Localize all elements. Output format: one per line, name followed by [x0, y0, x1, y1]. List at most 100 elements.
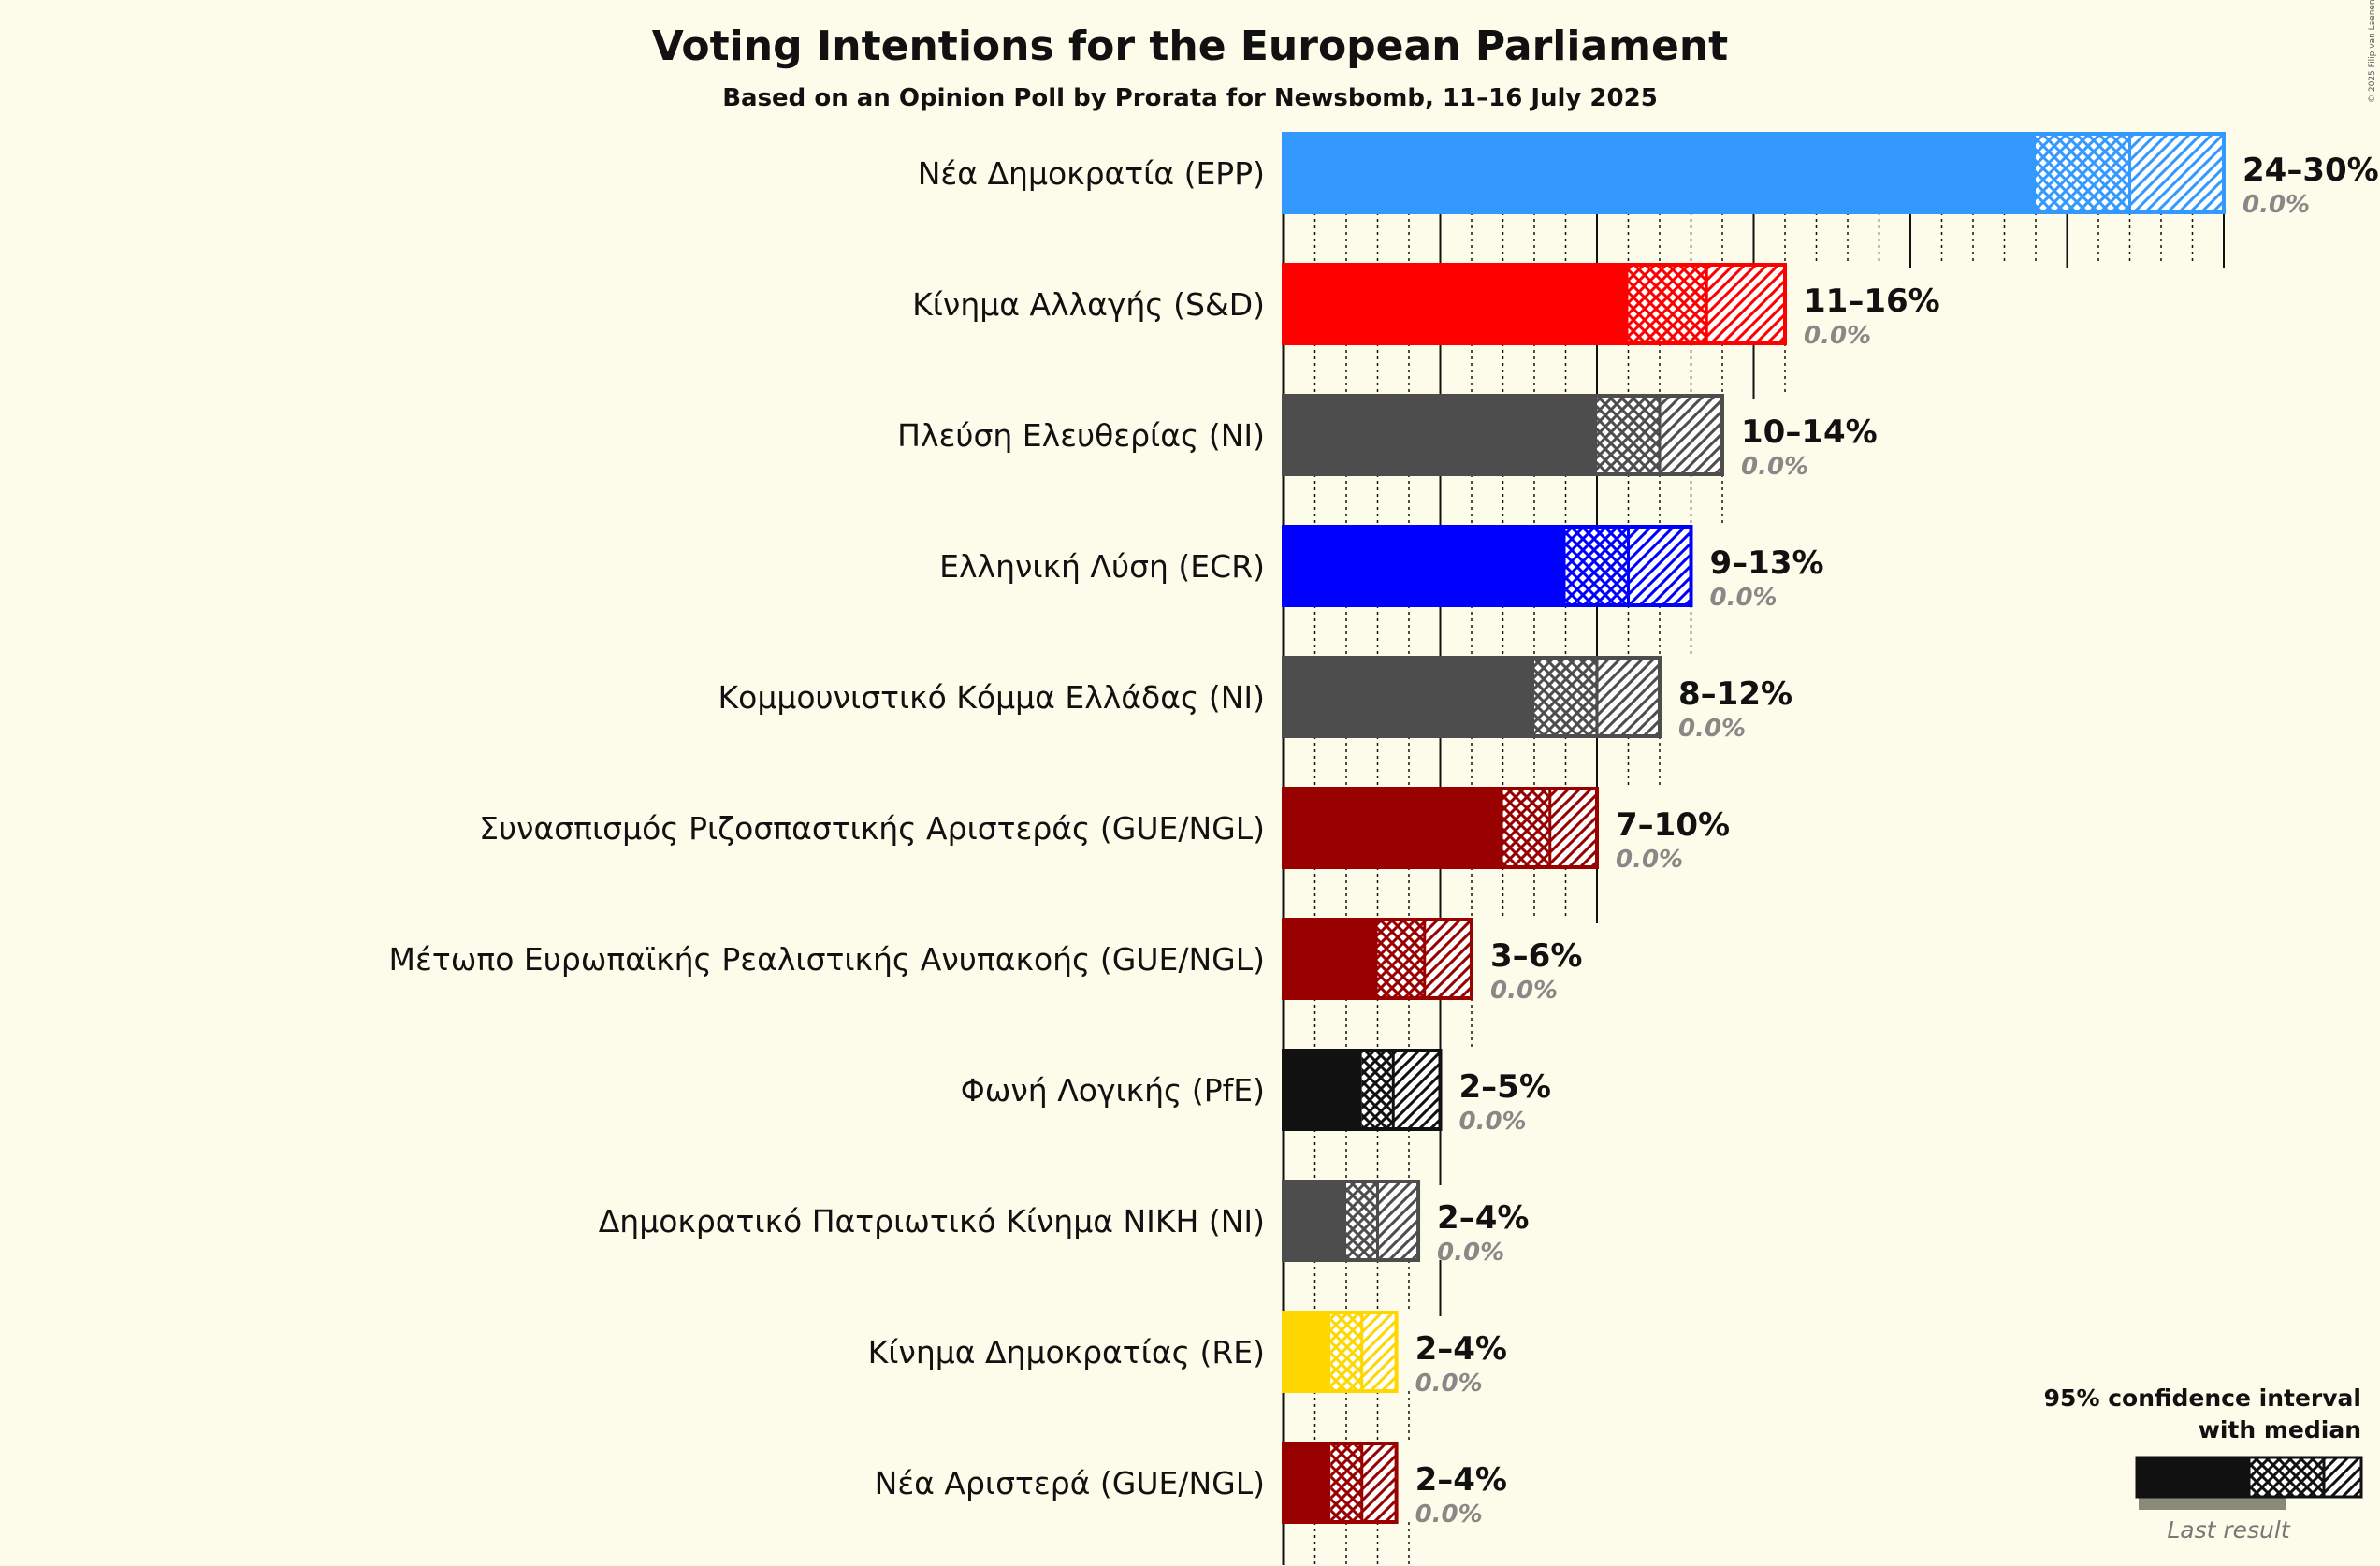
bar-ci-upper [1393, 1051, 1441, 1129]
bar-solid [1284, 265, 1629, 343]
party-row: Δημοκρατικό Πατριωτικό Κίνημα ΝΙΚΗ (NI) 2… [599, 1180, 1529, 1267]
last-result-label: 0.0% [1678, 715, 1746, 743]
bar-solid [1284, 1443, 1331, 1522]
party-label: Κίνημα Δημοκρατίας (RE) [868, 1334, 1265, 1370]
row-gridlines [1313, 1391, 1410, 1440]
last-result-label: 0.0% [1741, 453, 1808, 481]
bar-ci-lower [1628, 265, 1707, 343]
party-label: Συνασπισμός Ριζοσπαστικής Αριστεράς (GUE… [479, 810, 1265, 847]
party-label: Φωνή Λογικής (PfE) [961, 1072, 1265, 1109]
bar-ci-upper [1361, 1443, 1397, 1522]
last-result-label: 0.0% [1616, 846, 1683, 874]
bar-ci-lower [1361, 1051, 1394, 1129]
bar-solid [1284, 1051, 1362, 1129]
bars: Νέα Δημοκρατία (EPP) 24–30%0.0%Κίνημα Αλλ… [389, 132, 2379, 1529]
party-row: Φωνή Λογικής (PfE) 2–5%0.0% [961, 1049, 1551, 1136]
bar-outline [1282, 1311, 1399, 1393]
bar-outline [1282, 263, 1787, 345]
party-row: Κομμουνιστικό Κόμμα Ελλάδας (NI) 8–12%0.0… [718, 656, 1792, 743]
range-label: 3–6% [1490, 937, 1582, 975]
legend-title-line1: 95% confidence interval [2044, 1385, 2361, 1412]
bar-ci-lower [1377, 920, 1425, 998]
bar-ci-lower [1565, 527, 1629, 605]
bar-ci-upper [1628, 527, 1691, 605]
bar-ci-lower [1330, 1312, 1362, 1391]
range-label: 7–10% [1616, 806, 1730, 844]
bar-solid [1284, 1312, 1331, 1391]
bar-solid [1284, 396, 1597, 474]
range-label: 11–16% [1804, 283, 1940, 320]
bar-ci-upper [1706, 265, 1785, 343]
bar-ci-lower [2036, 134, 2130, 212]
copyright-text: © 2025 Filip van Laenen [2368, 0, 2377, 103]
bar-ci-upper [1424, 920, 1472, 998]
bar-outline [1282, 656, 1662, 738]
party-row: Κίνημα Δημοκρατίας (RE) 2–4%0.0% [868, 1311, 1507, 1398]
row-gridlines [1313, 998, 1473, 1054]
last-result-label: 0.0% [1459, 1108, 1527, 1136]
chart-subtitle: Based on an Opinion Poll by Prorata for … [722, 84, 1658, 112]
party-row: Συνασπισμός Ριζοσπαστικής Αριστεράς (GUE… [479, 787, 1730, 874]
party-label: Πλεύση Ελευθερίας (NI) [897, 417, 1265, 454]
bar-ci-lower [1534, 658, 1597, 736]
party-row: Μέτωπο Ευρωπαϊκής Ρεαλιστικής Ανυπακοής … [389, 918, 1582, 1005]
party-row: Νέα Αριστερά (GUE/NGL) 2–4%0.0% [875, 1442, 1507, 1529]
last-result-label: 0.0% [1490, 977, 1558, 1005]
range-label: 2–4% [1415, 1461, 1507, 1499]
party-label: Δημοκρατικό Πατριωτικό Κίνημα ΝΙΚΗ (NI) [599, 1203, 1265, 1240]
range-label: 2–4% [1415, 1330, 1507, 1368]
range-label: 10–14% [1741, 413, 1878, 451]
bar-solid [1284, 1182, 1346, 1260]
bar-outline [1282, 525, 1693, 607]
range-label: 8–12% [1678, 675, 1792, 713]
legend-title-line2: with median [2199, 1416, 2361, 1443]
legend-outline [2135, 1456, 2363, 1499]
row-gridlines [1313, 867, 1598, 923]
row-gridlines [1313, 605, 1692, 661]
bar-outline [1282, 394, 1724, 476]
range-label: 24–30% [2242, 152, 2379, 189]
party-label: Κομμουνιστικό Κόμμα Ελλάδας (NI) [718, 679, 1265, 716]
last-result-label: 0.0% [1804, 322, 1871, 350]
row-gridlines [1313, 212, 2225, 268]
legend-last-result-label: Last result [2167, 1516, 2290, 1544]
party-label: Μέτωπο Ευρωπαϊκής Ρεαλιστικής Ανυπακοής … [389, 941, 1265, 978]
bar-ci-upper [1597, 658, 1660, 736]
row-gridlines [1313, 343, 1786, 399]
bar-ci-upper [1660, 396, 1722, 474]
last-result-label: 0.0% [1415, 1370, 1483, 1398]
bar-solid [1284, 134, 2036, 212]
bar-outline [1282, 132, 2226, 214]
bar-solid [1284, 527, 1566, 605]
bar-outline [1282, 1049, 1443, 1131]
range-label: 2–4% [1437, 1199, 1529, 1237]
party-label: Νέα Αριστερά (GUE/NGL) [875, 1465, 1265, 1501]
last-result-label: 0.0% [2242, 191, 2310, 219]
party-label: Νέα Δημοκρατία (EPP) [918, 155, 1265, 192]
row-gridlines [1313, 736, 1661, 792]
legend-cross-swatch [2247, 1456, 2326, 1499]
party-label: Ελληνική Λύση (ECR) [939, 548, 1265, 585]
legend-hatch-swatch [2322, 1456, 2363, 1499]
party-row: Νέα Δημοκρατία (EPP) 24–30%0.0% [918, 132, 2379, 219]
legend: 95% confidence interval with median Last… [2044, 1385, 2363, 1544]
bar-outline [1282, 1180, 1421, 1262]
bar-outline [1282, 918, 1473, 1000]
bar-outline [1282, 787, 1599, 869]
last-result-label: 0.0% [1415, 1501, 1483, 1529]
bar-solid [1284, 789, 1503, 867]
bar-ci-upper [1361, 1312, 1397, 1391]
party-row: Πλεύση Ελευθερίας (NI) 10–14%0.0% [897, 394, 1878, 481]
bar-ci-upper [1377, 1182, 1419, 1260]
bar-ci-lower [1330, 1443, 1362, 1522]
bar-solid [1284, 658, 1534, 736]
bar-solid [1284, 920, 1378, 998]
legend-solid-swatch [2137, 1457, 2249, 1497]
last-result-label: 0.0% [1710, 584, 1778, 612]
party-row: Κίνημα Αλλαγής (S&D) 11–16%0.0% [912, 263, 1940, 350]
row-gridlines [1313, 1129, 1442, 1185]
range-label: 9–13% [1710, 544, 1824, 582]
bar-ci-upper [2129, 134, 2224, 212]
row-gridlines [1313, 1260, 1442, 1316]
